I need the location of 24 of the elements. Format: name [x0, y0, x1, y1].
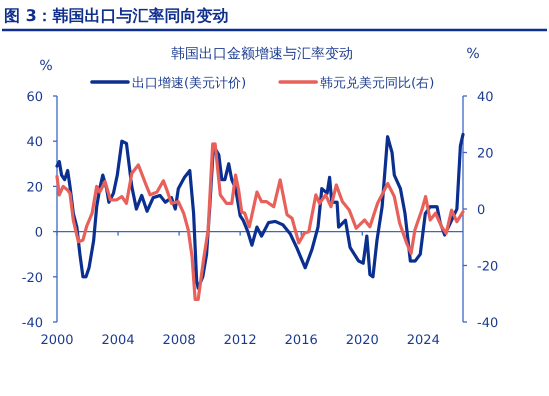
y-tick-label: -40: [22, 316, 43, 331]
x-tick-label: 2012: [224, 333, 257, 348]
y-tick-label: 20: [26, 180, 43, 196]
y2-tick-label: 0: [477, 203, 486, 218]
y2-tick-label: 40: [477, 90, 494, 105]
y2-tick-label: -20: [477, 260, 498, 274]
x-tick-label: 2024: [406, 333, 440, 348]
y-tick-label: 0: [34, 226, 43, 241]
legend-label: 韩元兑美元同比(右): [320, 75, 434, 91]
x-tick-label: 2000: [40, 333, 74, 348]
chart-title: 图 3：韩国出口与汇率同向变动: [4, 6, 229, 25]
y2-tick-label: 20: [477, 146, 494, 162]
x-tick-label: 2008: [162, 333, 196, 348]
legend-label: 出口增速(美元计价): [132, 75, 246, 91]
y-tick-label: -20: [22, 270, 43, 286]
x-tick-label: 2004: [102, 333, 135, 348]
x-tick-label: 2020: [346, 333, 379, 348]
y-tick-label: 40: [26, 135, 43, 150]
y-axis-title: %: [39, 58, 53, 74]
y-tick-label: 60: [26, 90, 43, 105]
y2-tick-label: -40: [477, 316, 498, 331]
chart-subtitle: 韩国出口金额增速与汇率变动: [171, 46, 353, 62]
x-tick-label: 2016: [284, 333, 318, 348]
y2-axis-title: %: [466, 46, 480, 62]
